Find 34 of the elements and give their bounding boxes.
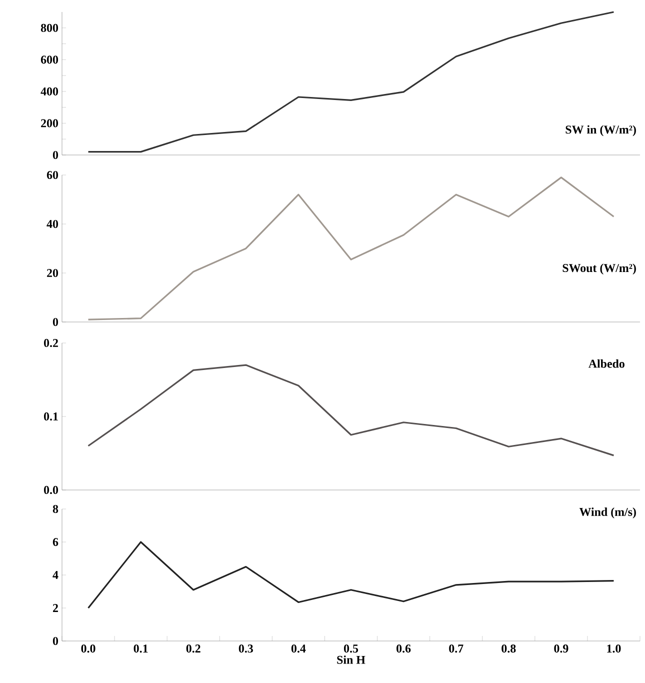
x-tick-label: 0.8 (502, 644, 516, 653)
y-tick-label: 400 (40, 87, 58, 96)
x-tick-label: 0.0 (81, 644, 96, 653)
x-tick-label: 0.3 (238, 644, 253, 653)
x-tick-label: 0.5 (344, 644, 358, 653)
y-tick-label: 8 (52, 504, 58, 514)
y-tick-label: 60 (46, 170, 58, 180)
y-tick-label: 40 (46, 220, 58, 228)
x-tick-label: 0.9 (554, 644, 568, 653)
x-axis-title: Sin H (337, 655, 366, 664)
y-tick-label: 800 (40, 24, 58, 32)
y-tick-label: 200 (41, 119, 58, 128)
x-tick-label: 0.4 (291, 644, 306, 653)
x-tick-label: 1.0 (607, 644, 621, 653)
y-tick-label: 0 (52, 150, 58, 160)
text: Albedo (588, 359, 624, 368)
y-tick-label: 20 (47, 268, 58, 278)
text: SW in (W/m²) (566, 125, 636, 136)
y-tick-label: 6 (52, 538, 58, 546)
y-tick-label: 0.2 (44, 338, 58, 348)
y-tick-label: 4 (52, 571, 58, 579)
y-tick-label: 0 (52, 636, 58, 646)
x-tick-label: 0.1 (134, 644, 148, 653)
x-tick-label: 0.6 (396, 644, 411, 653)
line-series (87, 541, 615, 609)
y-tick-label: 0 (52, 318, 58, 326)
x-tick-label: 0.7 (449, 644, 464, 653)
y-tick-label: 0.0 (44, 486, 58, 494)
text: Wind (m/s) (579, 508, 636, 518)
x-tick-label: 0.2 (186, 644, 200, 653)
y-tick-label: 0.1 (44, 412, 58, 421)
text: SWout (W/m²) (562, 264, 636, 274)
y-tick-label: 600 (40, 56, 58, 64)
y-tick-label: 2 (53, 604, 58, 612)
